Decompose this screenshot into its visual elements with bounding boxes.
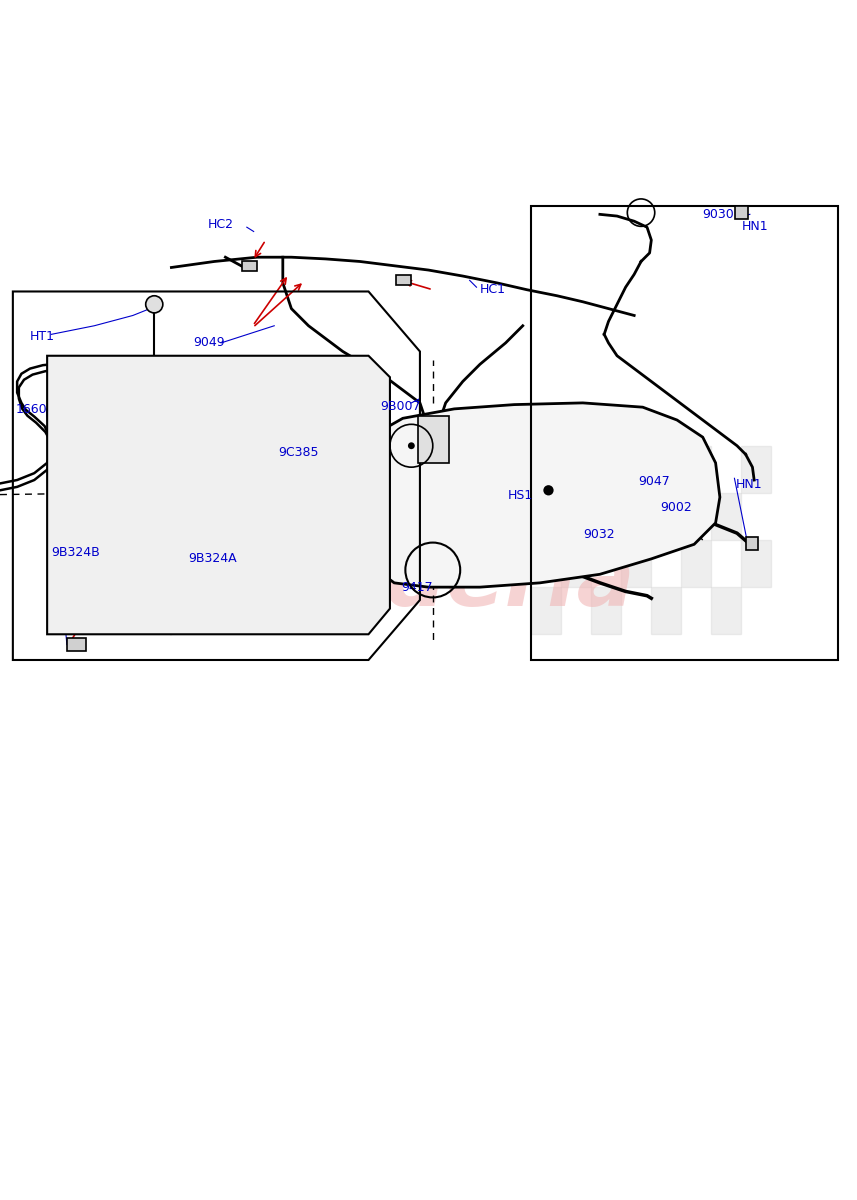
Bar <box>67 637 86 652</box>
Text: 9417: 9417 <box>401 581 433 594</box>
Bar <box>746 538 758 551</box>
Bar <box>531 587 561 635</box>
Text: 9B324A: 9B324A <box>189 552 237 565</box>
Text: HT1: HT1 <box>30 330 55 342</box>
Bar <box>396 275 411 286</box>
Circle shape <box>146 295 163 313</box>
Text: HN1: HN1 <box>742 220 769 233</box>
Bar <box>651 493 681 540</box>
Bar <box>741 445 771 493</box>
Bar <box>681 445 711 493</box>
Circle shape <box>543 485 554 496</box>
Bar <box>711 587 741 635</box>
Bar <box>418 415 449 463</box>
Text: HC2: HC2 <box>207 218 233 232</box>
Circle shape <box>408 443 415 449</box>
Text: 9049: 9049 <box>193 336 225 349</box>
Text: 1660: 1660 <box>15 403 47 416</box>
Text: HN1: HN1 <box>735 478 762 491</box>
Bar <box>651 587 681 635</box>
Bar <box>741 540 771 587</box>
Text: 9032: 9032 <box>583 528 614 540</box>
Text: HC1: HC1 <box>480 283 506 296</box>
PathPatch shape <box>356 403 720 587</box>
Bar <box>735 205 748 218</box>
Bar <box>711 493 741 540</box>
Text: 9002: 9002 <box>660 500 692 514</box>
Text: HS1: HS1 <box>507 488 532 502</box>
Text: scuderia: scuderia <box>222 541 635 624</box>
Text: 9B324B: 9B324B <box>51 546 100 558</box>
Text: 9047: 9047 <box>638 475 670 488</box>
Bar <box>242 260 257 271</box>
Polygon shape <box>47 355 390 635</box>
Bar <box>531 205 838 660</box>
Bar <box>621 540 651 587</box>
Text: 9B007: 9B007 <box>381 400 421 413</box>
Bar <box>561 445 591 493</box>
Bar <box>531 493 561 540</box>
Text: 9C385: 9C385 <box>279 446 319 460</box>
Bar <box>561 540 591 587</box>
Bar <box>681 540 711 587</box>
Bar <box>591 493 621 540</box>
Text: 9030: 9030 <box>703 208 734 221</box>
Bar <box>591 587 621 635</box>
Bar <box>621 445 651 493</box>
